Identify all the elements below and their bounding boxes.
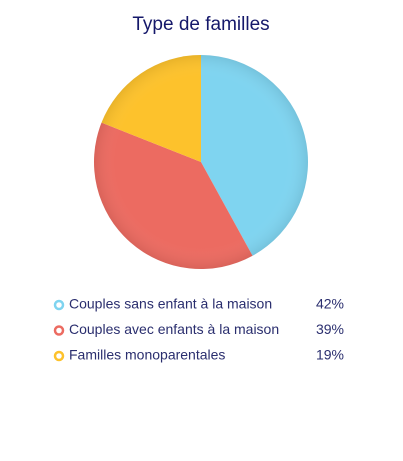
legend-marker bbox=[53, 350, 65, 362]
legend-value: 39% bbox=[316, 321, 344, 337]
legend-value: 42% bbox=[316, 296, 344, 312]
legend-label: Couples avec enfants à la maison bbox=[69, 321, 279, 337]
legend-value: 19% bbox=[316, 347, 344, 363]
legend-marker bbox=[53, 299, 65, 311]
legend-label: Familles monoparentales bbox=[69, 347, 225, 363]
legend-marker bbox=[53, 325, 65, 336]
pie bbox=[93, 55, 309, 270]
legend-label: Couples sans enfant à la maison bbox=[69, 296, 272, 312]
chart-title: Type de familles bbox=[132, 14, 269, 35]
legend: Couples sans enfant à la maison 42% Couple… bbox=[53, 296, 344, 363]
